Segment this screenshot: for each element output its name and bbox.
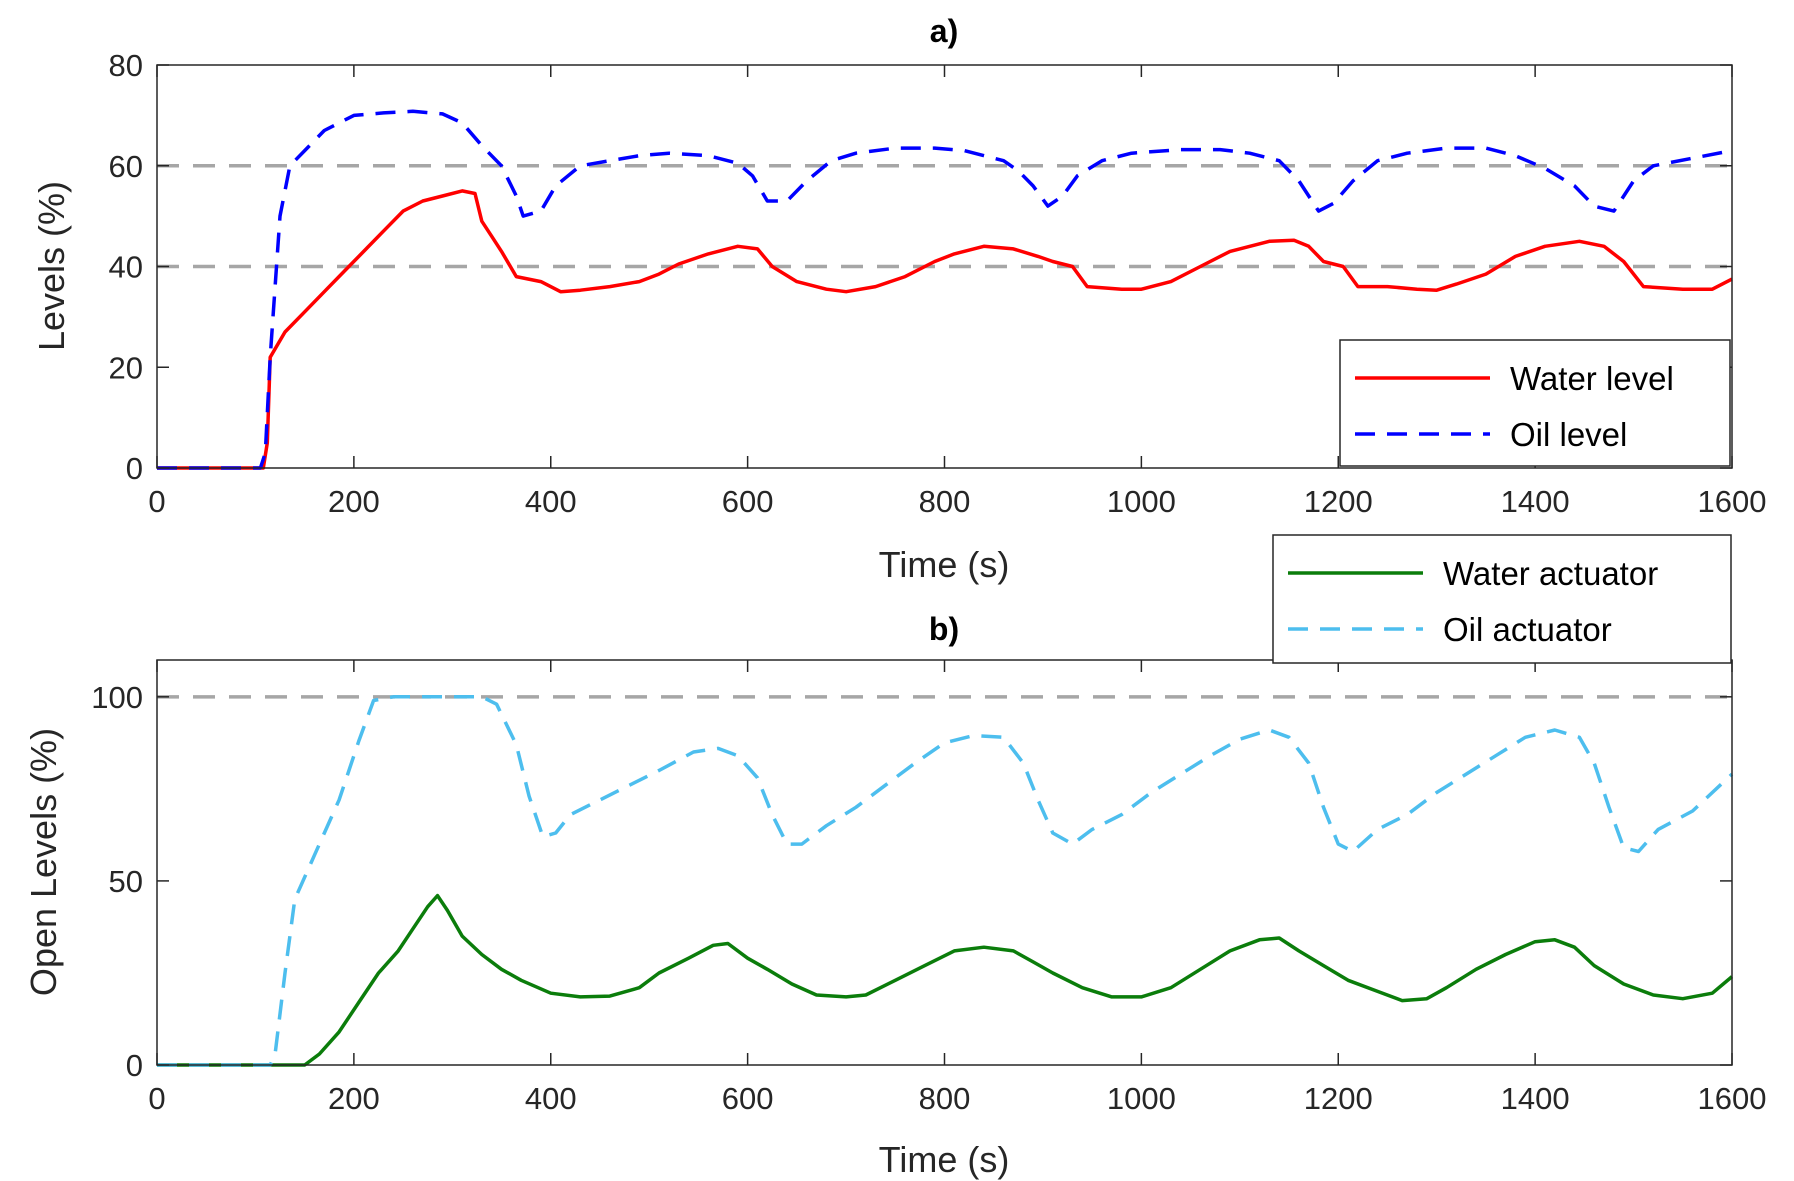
panel-a-plot-area — [157, 109, 1733, 470]
panel-a-x-tick-label: 800 — [919, 484, 971, 519]
panel-b-x-tick-label: 1400 — [1501, 1081, 1570, 1116]
panel-a-y-tick-label: 80 — [109, 48, 143, 83]
panel-a-y-ticks: 0 20 40 60 80 — [109, 48, 1732, 486]
panel-a-y-axis-label: Levels (%) — [31, 181, 72, 351]
panel-a: 0 200 400 600 800 1000 1200 1400 1600 020406080 … — [31, 13, 1766, 585]
panel-a-y-tick-label: 60 — [109, 149, 143, 184]
panel-b-plot-area — [157, 695, 1734, 1067]
legend-water-actuator-label: Water actuator — [1443, 555, 1658, 592]
panel-b-y-axis-label: Open Levels (%) — [23, 728, 64, 996]
legend-water-level-label: Water level — [1510, 360, 1674, 397]
panel-a-x-tick-label: 1400 — [1501, 484, 1570, 519]
panel-a-y-tick-label: 20 — [109, 350, 143, 385]
panel-b-y-tick-label: 50 — [109, 864, 143, 899]
panel-b-x-tick-label: 1600 — [1698, 1081, 1767, 1116]
panel-a-x-tick-label: 0 — [148, 484, 165, 519]
panel-a-x-ticks: 0 200 400 600 800 1000 1200 1400 1600 — [148, 65, 1766, 519]
panel-b-y-tick-label: 100 — [91, 680, 143, 715]
panel-b-legend: Water actuator Oil actuator — [1272, 534, 1732, 664]
panel-a-x-tick-label: 200 — [328, 484, 380, 519]
panel-b-legend-box — [1272, 534, 1732, 664]
panel-b-y-ticks: 0 50 100 — [91, 680, 1732, 1083]
panel-b-y-tick-label: 0 — [126, 1048, 143, 1083]
series-line-oil-actuator — [157, 695, 1734, 1067]
panel-a-x-tick-label: 1200 — [1304, 484, 1373, 519]
panel-b-x-ticks: 0 200 400 600 800 1000 1200 1400 1600 — [148, 660, 1766, 1116]
panel-b-x-tick-label: 800 — [919, 1081, 971, 1116]
panel-b-x-tick-label: 1000 — [1107, 1081, 1176, 1116]
panel-b-x-axis-label: Time (s) — [879, 1139, 1010, 1180]
legend-oil-actuator-label: Oil actuator — [1443, 611, 1612, 648]
panel-b-x-tick-label: 1200 — [1304, 1081, 1373, 1116]
panel-a-title: a) — [930, 13, 958, 49]
panel-a-x-tick-label: 600 — [722, 484, 774, 519]
series-line-oil-level — [157, 109, 1733, 470]
legend-oil-level-label: Oil level — [1510, 416, 1627, 453]
panel-b-x-tick-label: 600 — [722, 1081, 774, 1116]
panel-b-x-tick-label: 200 — [328, 1081, 380, 1116]
panel-b-title: b) — [929, 611, 959, 647]
panel-a-legend: Water level Oil level — [1339, 339, 1731, 467]
panel-a-x-tick-label: 1000 — [1107, 484, 1176, 519]
panel-a-x-tick-label: 400 — [525, 484, 577, 519]
series-line-water-level — [157, 189, 1733, 470]
panel-a-legend-box — [1339, 339, 1731, 467]
series-line-water-actuator — [157, 893, 1734, 1067]
panel-a-y-tick-label: 0 — [126, 451, 143, 486]
panel-a-x-axis-label: Time (s) — [879, 544, 1010, 585]
panel-a-x-tick-label: 1600 — [1698, 484, 1767, 519]
panel-b-x-tick-label: 0 — [148, 1081, 165, 1116]
panel-b-x-tick-label: 400 — [525, 1081, 577, 1116]
panel-a-y-tick-label: 40 — [109, 250, 143, 285]
